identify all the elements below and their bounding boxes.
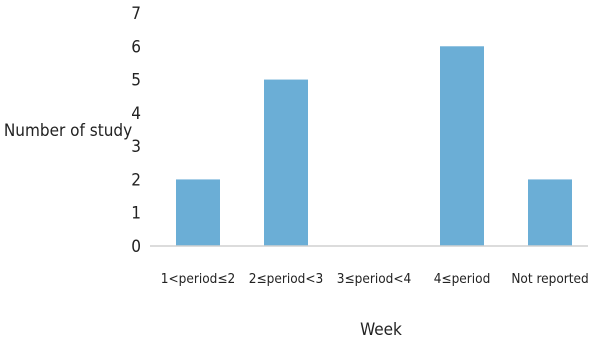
y-tick-label: 7: [131, 4, 141, 24]
bars: [176, 46, 572, 246]
bar: [528, 179, 572, 246]
x-category-label: 3≤period<4: [337, 271, 412, 287]
x-category-label: 2≤period<3: [249, 271, 324, 287]
bar: [440, 46, 484, 246]
y-tick-label: 5: [131, 71, 141, 91]
x-category-labels: 1<period≤2 2≤period<3 3≤period<4 4≤period No…: [161, 271, 589, 287]
y-axis-label: Number of study: [4, 121, 132, 141]
y-tick-labels: 0 1 2 3 4 5 6 7: [131, 4, 141, 257]
x-category-label: 4≤period: [434, 271, 491, 287]
bar: [176, 179, 220, 246]
x-category-label: 1<period≤2: [161, 271, 236, 287]
y-tick-label: 0: [131, 237, 141, 257]
y-tick-label: 2: [131, 170, 141, 190]
y-tick-label: 6: [131, 37, 141, 57]
y-tick-label: 4: [131, 104, 141, 124]
bar: [264, 80, 308, 246]
y-tick-label: 3: [131, 137, 141, 157]
y-tick-label: 1: [131, 204, 141, 224]
x-category-label: Not reported: [511, 271, 588, 287]
x-axis-label: Week: [360, 320, 402, 340]
